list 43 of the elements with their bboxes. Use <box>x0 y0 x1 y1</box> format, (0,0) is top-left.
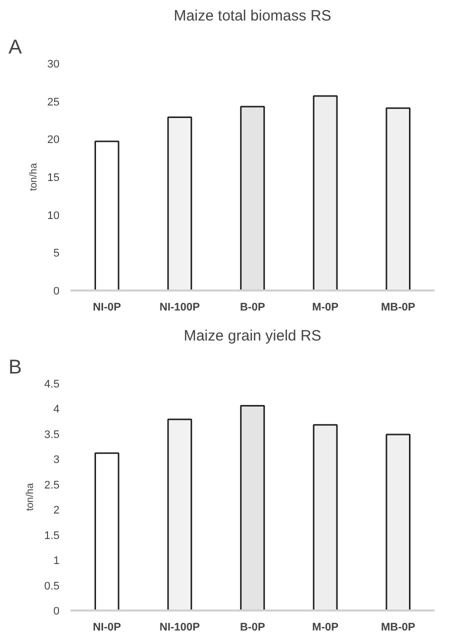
bar <box>94 452 120 610</box>
y-axis-title: ton/ha <box>28 162 40 191</box>
y-tick-label: 4 <box>53 404 60 416</box>
y-axis-title: ton/ha <box>25 482 36 511</box>
bar <box>94 140 120 290</box>
x-tick-label: NI-0P <box>92 302 121 314</box>
x-tick-label: B-0P <box>240 622 266 634</box>
bar <box>167 418 192 610</box>
y-tick-label: 3.5 <box>44 428 60 441</box>
y-tick-label: 15 <box>47 172 60 184</box>
x-tick-label: MB-0P <box>380 622 416 634</box>
y-tick-label: 20 <box>47 134 60 146</box>
y-tick-label: 0 <box>53 606 60 618</box>
x-tick-label: MB-0P <box>380 302 416 314</box>
text: B <box>8 356 22 378</box>
y-tick-label: 3 <box>53 454 60 466</box>
x-tick-label: M-0P <box>312 622 338 634</box>
bar <box>240 106 265 290</box>
y-tick-label: 30 <box>47 58 60 70</box>
y-tick-label: 5 <box>53 248 60 260</box>
y-tick-label: 10 <box>47 210 60 222</box>
bar <box>167 116 192 290</box>
chart-title: Maize total biomass RS <box>174 8 332 24</box>
y-tick-label: 2 <box>53 504 60 517</box>
bar <box>386 107 410 290</box>
bar <box>240 404 265 610</box>
bar <box>312 95 338 290</box>
y-tick-label: 0.5 <box>44 580 60 592</box>
x-tick-label: NI-100P <box>160 622 200 634</box>
x-tick-label: NI-100P <box>160 302 200 314</box>
chart-title: Maize grain yield RS <box>184 328 322 344</box>
y-tick-label: 4.5 <box>44 378 60 390</box>
x-tick-label: B-0P <box>240 302 266 314</box>
y-tick-label: 1.5 <box>44 530 60 542</box>
text: A <box>8 36 22 58</box>
y-tick-label: 1 <box>53 555 60 568</box>
x-tick-label: NI-0P <box>92 622 121 634</box>
bar <box>386 434 410 610</box>
y-tick-label: 25 <box>47 96 60 108</box>
bar <box>312 424 338 610</box>
y-tick-label: 2.5 <box>44 479 60 492</box>
y-tick-label: 0 <box>53 286 60 298</box>
x-tick-label: M-0P <box>312 302 338 314</box>
